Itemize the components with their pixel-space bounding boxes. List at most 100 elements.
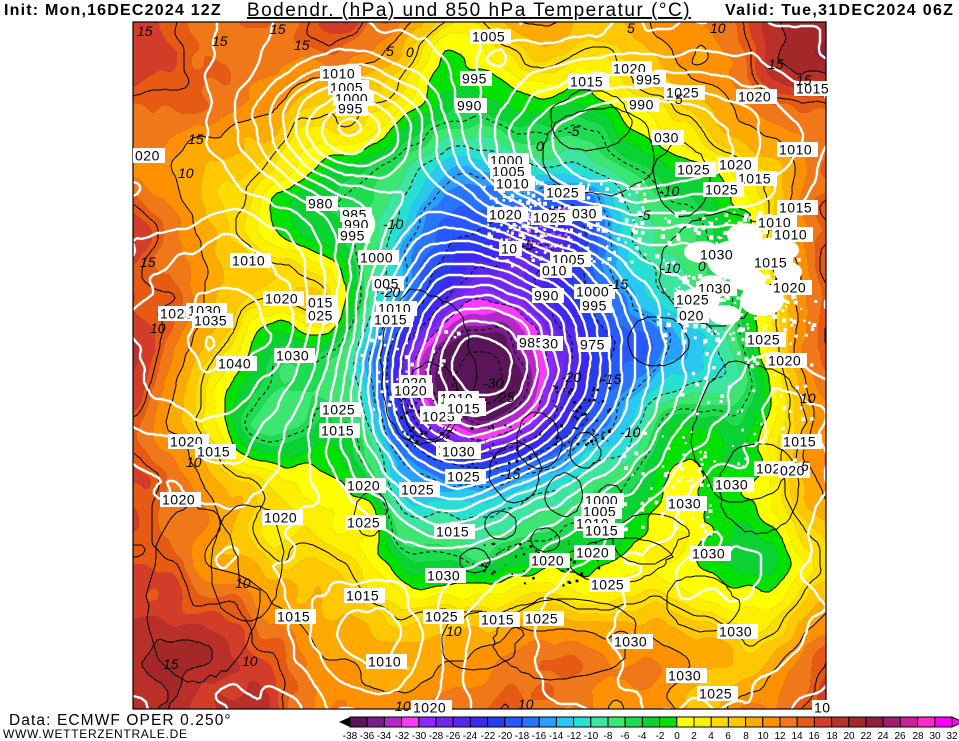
svg-text:-8: -8 (604, 731, 613, 741)
svg-text:-15: -15 (601, 371, 621, 387)
svg-text:1020: 1020 (576, 545, 609, 561)
svg-text:1025: 1025 (533, 210, 566, 226)
svg-text:1020: 1020 (489, 207, 522, 223)
svg-text:1010: 1010 (779, 142, 812, 158)
svg-text:-10: -10 (660, 260, 680, 276)
svg-text:10: 10 (178, 165, 194, 181)
svg-text:15: 15 (140, 254, 156, 270)
svg-text:32: 32 (946, 731, 958, 741)
svg-text:1025: 1025 (447, 469, 480, 485)
svg-text:10: 10 (501, 241, 518, 257)
svg-text:6: 6 (725, 731, 731, 741)
svg-text:1015: 1015 (481, 612, 514, 628)
svg-text:1010: 1010 (368, 654, 401, 670)
svg-text:1025: 1025 (591, 577, 624, 593)
svg-text:-6: -6 (621, 731, 630, 741)
svg-text:1010: 1010 (774, 227, 807, 243)
svg-text:-16: -16 (532, 731, 547, 741)
svg-text:26: 26 (894, 731, 906, 741)
svg-text:1000: 1000 (360, 250, 393, 266)
svg-text:-28: -28 (429, 731, 444, 741)
svg-text:-25: -25 (494, 389, 514, 405)
svg-text:1015: 1015 (570, 74, 603, 90)
svg-text:0: 0 (674, 731, 680, 741)
svg-text:1025: 1025 (401, 482, 434, 498)
svg-text:-34: -34 (377, 731, 392, 741)
svg-text:1010: 1010 (496, 176, 529, 192)
svg-text:WWW.WETTERZENTRALE.DE: WWW.WETTERZENTRALE.DE (3, 727, 188, 741)
svg-text:-15: -15 (500, 466, 520, 482)
svg-text:1005: 1005 (492, 164, 525, 180)
svg-text:1030: 1030 (668, 668, 701, 684)
svg-text:1025: 1025 (160, 306, 193, 322)
svg-text:1025: 1025 (699, 686, 732, 702)
svg-text:-20: -20 (380, 284, 400, 300)
svg-text:1015: 1015 (779, 200, 812, 216)
svg-text:1030: 1030 (442, 444, 475, 460)
svg-text:1005: 1005 (472, 29, 505, 45)
svg-text:1020: 1020 (773, 280, 806, 296)
svg-text:15: 15 (270, 21, 286, 37)
svg-text:1015: 1015 (321, 423, 354, 439)
svg-text:-14: -14 (549, 731, 564, 741)
svg-text:1020: 1020 (265, 291, 298, 307)
svg-text:-22: -22 (481, 731, 496, 741)
svg-text:1030: 1030 (715, 477, 748, 493)
svg-text:1020: 1020 (347, 478, 380, 494)
svg-text:1030: 1030 (614, 634, 647, 650)
svg-text:30: 30 (929, 731, 941, 741)
svg-text:28: 28 (912, 731, 924, 741)
svg-text:025: 025 (308, 308, 333, 324)
svg-text:1020: 1020 (531, 553, 564, 569)
svg-text:1010: 1010 (322, 66, 355, 82)
svg-text:1025: 1025 (677, 162, 710, 178)
svg-text:Data: ECMWF OPER 0.250°: Data: ECMWF OPER 0.250° (9, 712, 232, 729)
svg-text:985: 985 (519, 335, 544, 351)
svg-text:975: 975 (580, 337, 605, 353)
svg-text:1030: 1030 (692, 546, 725, 562)
svg-text:10: 10 (235, 575, 251, 591)
svg-text:990: 990 (629, 97, 654, 113)
svg-text:1030: 1030 (668, 496, 701, 512)
svg-text:1025: 1025 (546, 185, 579, 201)
svg-text:1015: 1015 (447, 401, 480, 417)
svg-text:995: 995 (340, 228, 365, 244)
svg-text:1025: 1025 (747, 332, 780, 348)
svg-text:-10: -10 (620, 424, 640, 440)
svg-text:22: 22 (860, 731, 872, 741)
svg-text:020: 020 (679, 308, 704, 324)
svg-text:1010: 1010 (758, 215, 791, 231)
svg-text:2: 2 (691, 731, 697, 741)
svg-text:15: 15 (768, 56, 784, 72)
svg-text:-20: -20 (498, 731, 513, 741)
svg-text:5: 5 (386, 43, 394, 59)
svg-text:1025: 1025 (666, 85, 699, 101)
svg-text:0: 0 (698, 258, 706, 274)
svg-text:15: 15 (188, 131, 204, 147)
svg-text:-5: -5 (521, 237, 534, 253)
svg-text:-18: -18 (515, 731, 530, 741)
svg-text:1015: 1015 (796, 81, 829, 97)
svg-text:4: 4 (708, 731, 714, 741)
svg-text:1025: 1025 (425, 609, 458, 625)
svg-text:1030: 1030 (276, 348, 309, 364)
svg-text:-5: -5 (638, 207, 651, 223)
svg-text:1030: 1030 (719, 624, 752, 640)
svg-text:990: 990 (534, 288, 559, 304)
svg-text:030: 030 (654, 130, 679, 146)
svg-text:1015: 1015 (436, 524, 469, 540)
svg-text:1015: 1015 (754, 255, 787, 271)
svg-text:1025: 1025 (525, 611, 558, 627)
svg-text:10: 10 (242, 653, 258, 669)
svg-text:015: 015 (308, 295, 333, 311)
svg-text:10: 10 (395, 698, 411, 714)
svg-text:1020: 1020 (413, 700, 446, 716)
svg-text:20: 20 (843, 731, 855, 741)
svg-text:16: 16 (808, 731, 820, 741)
svg-text:030: 030 (572, 206, 597, 222)
svg-text:1015: 1015 (197, 444, 230, 460)
svg-text:12: 12 (774, 731, 786, 741)
svg-text:1040: 1040 (218, 356, 251, 372)
svg-text:Valid: Tue,31DEC2024 06Z: Valid: Tue,31DEC2024 06Z (725, 2, 954, 19)
svg-text:10: 10 (710, 20, 726, 36)
